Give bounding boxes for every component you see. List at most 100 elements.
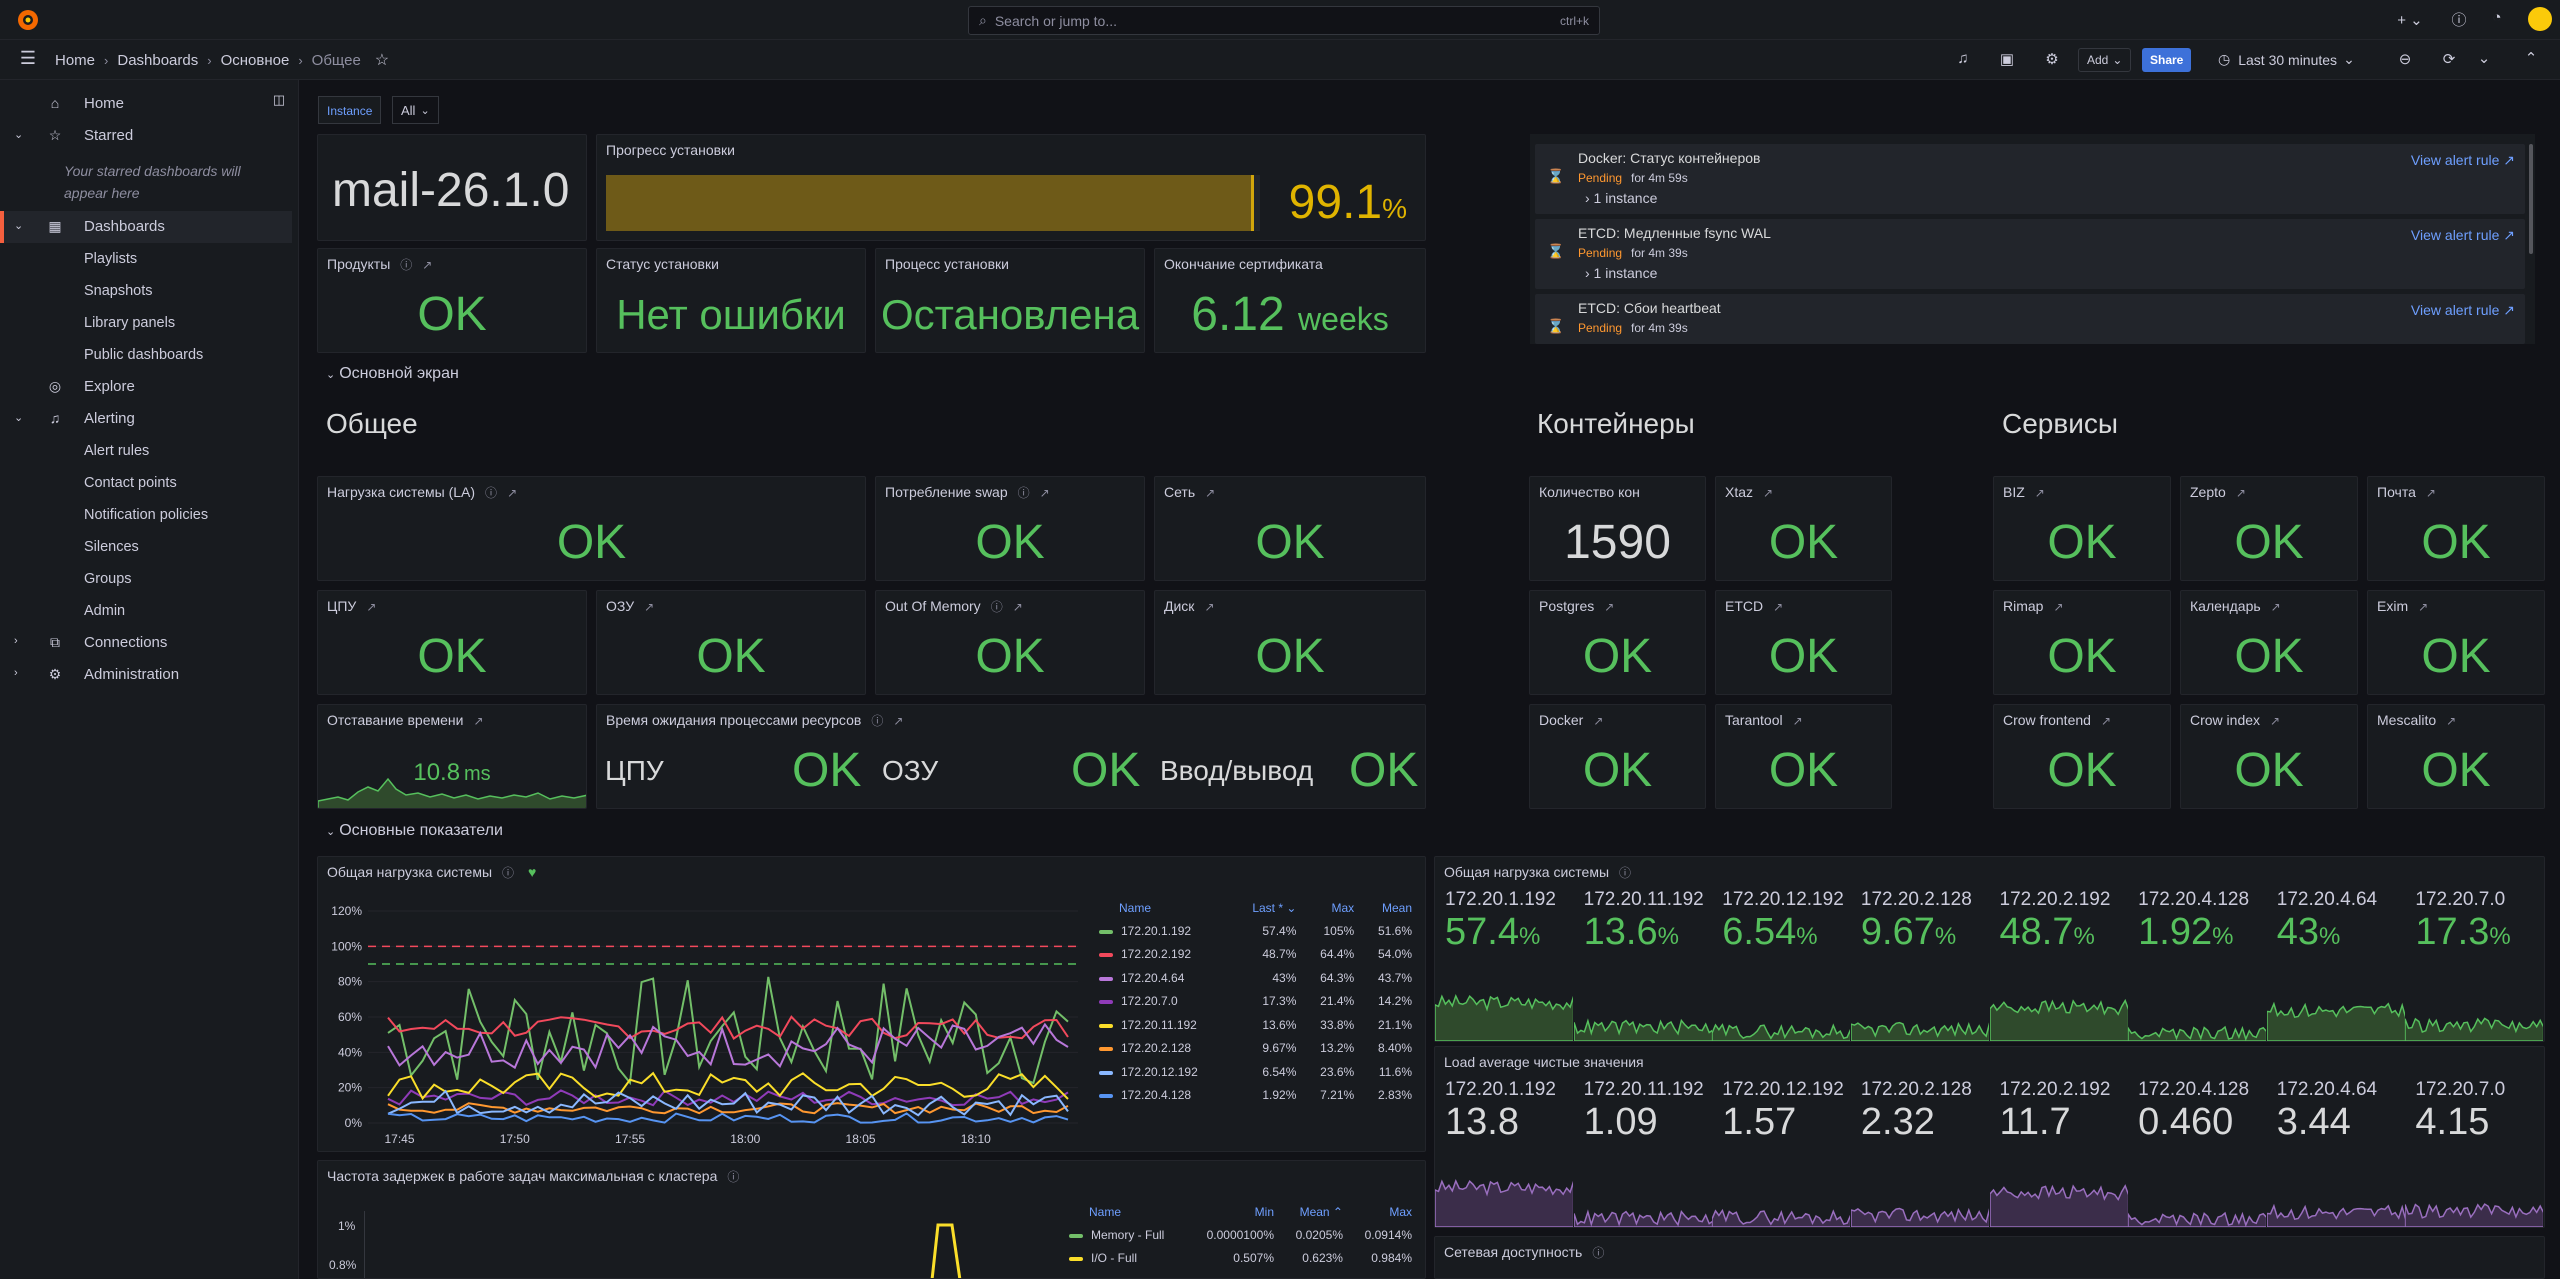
sidebar-item-library-panels[interactable]: Library panels <box>84 315 176 331</box>
info-icon[interactable]: ⓘ <box>400 258 413 272</box>
legend-series-name[interactable]: 172.20.1.192 <box>1093 919 1232 943</box>
alert-item[interactable]: ⌛ ETCD: Медленные fsync WAL Pending for … <box>1535 219 2525 289</box>
legend-header-mean[interactable]: Mean ⌃ <box>1299 1205 1343 1219</box>
legend-row[interactable]: 172.20.4.64 43% 64.3% 43.7% <box>1093 966 1418 990</box>
collapse-icon[interactable]: ⌃ <box>2524 50 2538 67</box>
external-link-icon[interactable]: ↗ <box>473 714 484 728</box>
legend-header-max[interactable]: Max <box>1331 901 1355 915</box>
news-icon[interactable]: ◔ <box>2492 9 2502 26</box>
menu-icon[interactable]: ☰ <box>19 48 37 68</box>
sidebar-item-alerting[interactable]: ⌄ ♫ Alerting <box>0 403 290 435</box>
external-link-icon[interactable]: ↗ <box>1204 600 1215 614</box>
external-link-icon[interactable]: ↗ <box>1039 486 1050 500</box>
legend-series-name[interactable]: 172.20.2.192 <box>1093 943 1232 967</box>
info-icon[interactable]: ⓘ <box>1592 1246 1605 1260</box>
external-link-icon[interactable]: ↗ <box>2418 600 2429 614</box>
sidebar-item-notification-policies[interactable]: Notification policies <box>84 507 209 523</box>
legend-header-max[interactable]: Max <box>1389 1205 1412 1219</box>
sidebar-item-alert-rules[interactable]: Alert rules <box>84 443 150 459</box>
external-link-icon[interactable]: ↗ <box>2270 600 2281 614</box>
legend-header-mean[interactable]: Mean <box>1381 901 1412 915</box>
legend-header-name[interactable]: Name <box>1119 901 1152 915</box>
sidebar-item-snapshots[interactable]: Snapshots <box>84 283 153 299</box>
view-alert-rule-link[interactable]: View alert rule ↗ <box>2410 227 2515 243</box>
legend-series-name[interactable]: 172.20.12.192 <box>1093 1060 1232 1084</box>
legend-header-last[interactable]: Last * ⌄ <box>1252 901 1297 915</box>
time-picker[interactable]: ◷ Last 30 minutes ⌄ <box>2218 51 2355 68</box>
chevron-down-icon[interactable]: ⌄ <box>14 220 24 232</box>
external-link-icon[interactable]: ↗ <box>893 714 904 728</box>
external-link-icon[interactable]: ↗ <box>1792 714 1803 728</box>
external-link-icon[interactable]: ↗ <box>2053 600 2064 614</box>
legend-series-name[interactable]: 172.20.11.192 <box>1093 1013 1232 1037</box>
external-link-icon[interactable]: ↗ <box>2425 486 2436 500</box>
external-link-icon[interactable]: ↗ <box>2270 714 2281 728</box>
sidebar-item-dashboards[interactable]: ⌄ ▦ Dashboards <box>0 211 292 243</box>
legend-series-name[interactable]: 172.20.4.64 <box>1093 966 1232 990</box>
breadcrumb-folder[interactable]: Основное <box>220 51 290 69</box>
sidebar-item-public-dashboards[interactable]: Public dashboards <box>84 347 204 363</box>
sidebar-item-administration[interactable]: › ⚙ Administration <box>0 659 290 691</box>
alert-instances[interactable]: › 1 instance <box>1585 190 1658 206</box>
sidebar-item-starred[interactable]: ⌄ ☆ Starred <box>0 120 290 152</box>
alert-scrollbar[interactable] <box>2529 144 2533 254</box>
sidebar-item-playlists[interactable]: Playlists <box>84 251 138 267</box>
external-link-icon[interactable]: ↗ <box>2235 486 2246 500</box>
legend-row[interactable]: 172.20.2.128 9.67% 13.2% 8.40% <box>1093 1037 1418 1061</box>
legend-row[interactable]: 172.20.11.192 13.6% 33.8% 21.1% <box>1093 1013 1418 1037</box>
view-alert-rule-link[interactable]: View alert rule ↗ <box>2410 302 2515 318</box>
external-link-icon[interactable]: ↗ <box>1773 600 1784 614</box>
external-link-icon[interactable]: ↗ <box>1763 486 1774 500</box>
breadcrumb-dashboards[interactable]: Dashboards <box>117 51 199 69</box>
legend-row[interactable]: Memory - Full 0.0000100% 0.0205% 0.0914% <box>1063 1223 1418 1247</box>
breadcrumb-home[interactable]: Home <box>55 51 96 69</box>
alert-instances[interactable]: › 1 instance <box>1585 265 1658 281</box>
external-link-icon[interactable]: ↗ <box>2100 714 2111 728</box>
refresh-icon[interactable]: ⟳ <box>2442 51 2456 68</box>
legend-header-name[interactable]: Name <box>1089 1205 1122 1219</box>
legend-series-name[interactable]: I/O - Full <box>1063 1247 1188 1271</box>
info-icon[interactable]: ⓘ <box>990 600 1003 614</box>
info-icon[interactable]: ⓘ <box>871 714 884 728</box>
sidebar-item-contact-points[interactable]: Contact points <box>84 475 177 491</box>
chevron-right-icon[interactable]: › <box>14 635 18 647</box>
external-link-icon[interactable]: ↗ <box>1593 714 1604 728</box>
legend-row[interactable]: 172.20.1.192 57.4% 105% 51.6% <box>1093 919 1418 943</box>
external-link-icon[interactable]: ↗ <box>644 600 655 614</box>
legend-series-name[interactable]: 172.20.4.128 <box>1093 1084 1232 1108</box>
external-link-icon[interactable]: ↗ <box>1012 600 1023 614</box>
external-link-icon[interactable]: ↗ <box>507 486 518 500</box>
avatar[interactable] <box>2528 7 2552 31</box>
chevron-down-icon[interactable]: ⌄ <box>14 412 24 424</box>
external-link-icon[interactable]: ↗ <box>1604 600 1615 614</box>
refresh-interval-chevron-icon[interactable]: ⌄ <box>2477 50 2491 67</box>
legend-row[interactable]: 172.20.4.128 1.92% 7.21% 2.83% <box>1093 1084 1418 1108</box>
legend-header-min[interactable]: Min <box>1254 1205 1274 1219</box>
add-new-button[interactable]: + ⌄ <box>2397 12 2423 29</box>
legend-series-name[interactable]: 172.20.7.0 <box>1093 990 1232 1014</box>
alert-item[interactable]: ⌛ Docker: Статус контейнеров Pending for… <box>1535 144 2525 214</box>
chevron-right-icon[interactable]: › <box>14 667 18 679</box>
sidebar-item-admin[interactable]: Admin <box>84 603 126 619</box>
help-icon[interactable]: ⓘ <box>2451 12 2467 29</box>
settings-gear-icon[interactable]: ⚙ <box>2045 51 2059 68</box>
info-icon[interactable]: ⓘ <box>502 866 515 880</box>
legend-row[interactable]: 172.20.2.192 48.7% 64.4% 54.0% <box>1093 943 1418 967</box>
legend-series-name[interactable]: 172.20.2.128 <box>1093 1037 1232 1061</box>
external-link-icon[interactable]: ↗ <box>366 600 377 614</box>
alert-bell-icon[interactable]: ♫ <box>1957 50 1969 67</box>
search-input[interactable]: ⌕ Search or jump to... ctrl+k <box>968 6 1600 35</box>
legend-row[interactable]: 172.20.7.0 17.3% 21.4% 14.2% <box>1093 990 1418 1014</box>
info-icon[interactable]: ⓘ <box>727 1170 740 1184</box>
add-button[interactable]: Add ⌄ <box>2078 48 2132 72</box>
save-icon[interactable]: ▣ <box>1999 51 2015 68</box>
share-button[interactable]: Share <box>2142 48 2192 72</box>
external-link-icon[interactable]: ↗ <box>422 258 433 272</box>
legend-row[interactable]: I/O - Full 0.507% 0.623% 0.984% <box>1063 1247 1418 1271</box>
sidebar-item-groups[interactable]: Groups <box>84 571 132 587</box>
external-link-icon[interactable]: ↗ <box>2034 486 2045 500</box>
external-link-icon[interactable]: ↗ <box>1205 486 1216 500</box>
info-icon[interactable]: ⓘ <box>485 486 498 500</box>
chevron-down-icon[interactable]: ⌄ <box>14 129 24 141</box>
sidebar-item-home[interactable]: ⌂ Home <box>0 88 290 120</box>
